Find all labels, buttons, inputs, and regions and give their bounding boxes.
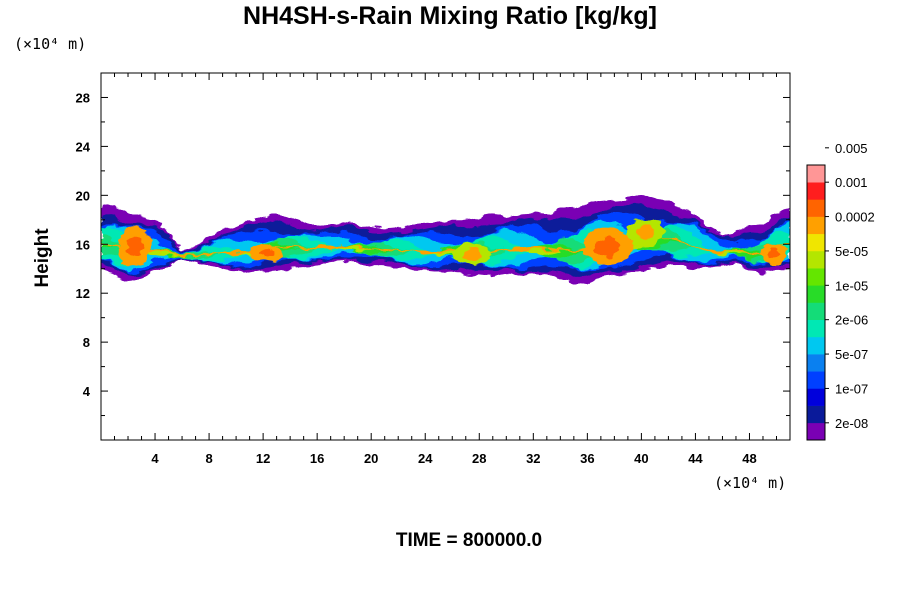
colorbar-swatch [807,268,825,286]
colorbar-swatch [807,371,825,389]
y-tick-label: 4 [83,384,91,399]
core-cell-inner [635,225,655,239]
y-axis-unit: (×10⁴ m) [14,35,86,53]
x-tick-label: 12 [256,451,270,466]
colorbar-label: 2e-08 [835,416,868,431]
colorbar-label: 0.005 [835,141,868,156]
colorbar: 2e-08 1e-07 5e-07 2e-06 1e-05 5e-05 0.0002 0.00… [806,141,875,441]
colorbar-label: 2e-06 [835,313,868,328]
y-tick-label: 28 [76,90,90,105]
x-tick-label: 48 [742,451,756,466]
colorbar-swatch [807,422,825,441]
x-tick-label: 4 [151,451,159,466]
colorbar-swatch [807,285,825,303]
x-tick-label: 44 [688,451,703,466]
y-tick-label: 8 [83,335,90,350]
colorbar-swatch [807,250,825,269]
x-axis-unit: (×10⁴ m) [714,474,786,492]
colorbar-swatch [807,182,825,200]
x-tick-label: 24 [418,451,433,466]
x-tick-label: 40 [634,451,648,466]
core-cell-inner [126,236,143,257]
colorbar-swatch [807,216,825,235]
y-axis-label: Height [32,228,53,288]
core-cell-inner [257,248,274,258]
colorbar-label: 0.001 [835,175,868,190]
colorbar-label: 5e-05 [835,244,868,259]
colorbar-swatch [807,354,825,372]
y-axis-ticks: 4 8 12 16 20 24 28 [76,72,790,417]
x-tick-label: 8 [205,451,212,466]
y-tick-label: 20 [76,188,90,203]
x-tick-label: 20 [364,451,378,466]
mixing-ratio-field [101,196,790,284]
colorbar-label: 1e-05 [835,278,868,293]
colorbar-swatch [807,336,825,355]
colorbar-label: 5e-07 [835,347,868,362]
plot-frame [100,72,791,441]
colorbar-swatch [807,388,825,406]
colorbar-swatch [807,233,825,252]
core-cell-inner [463,248,482,260]
y-tick-label: 12 [76,286,90,301]
colorbar-swatch [807,302,825,320]
core-cell-inner [767,249,781,259]
x-tick-label: 32 [526,451,540,466]
colorbar-swatch [807,319,825,338]
y-tick-label: 24 [76,139,91,154]
colorbar-label: 0.0002 [835,210,875,225]
chart-title: NH4SH-s-Rain Mixing Ratio [kg/kg] [243,2,657,30]
colorbar-label: 1e-07 [835,381,868,396]
time-label: TIME = 800000.0 [395,530,543,551]
x-axis-ticks: 4 8 12 16 20 24 28 32 36 40 44 48 [114,73,777,466]
x-tick-label: 16 [310,451,324,466]
x-tick-label: 36 [580,451,594,466]
core-cell-inner [595,236,620,257]
y-tick-label: 16 [76,237,90,252]
colorbar-swatch [807,165,825,183]
colorbar-swatch [807,405,825,424]
colorbar-swatch [807,199,825,217]
x-tick-label: 28 [472,451,486,466]
colorbar-frame [806,164,826,441]
